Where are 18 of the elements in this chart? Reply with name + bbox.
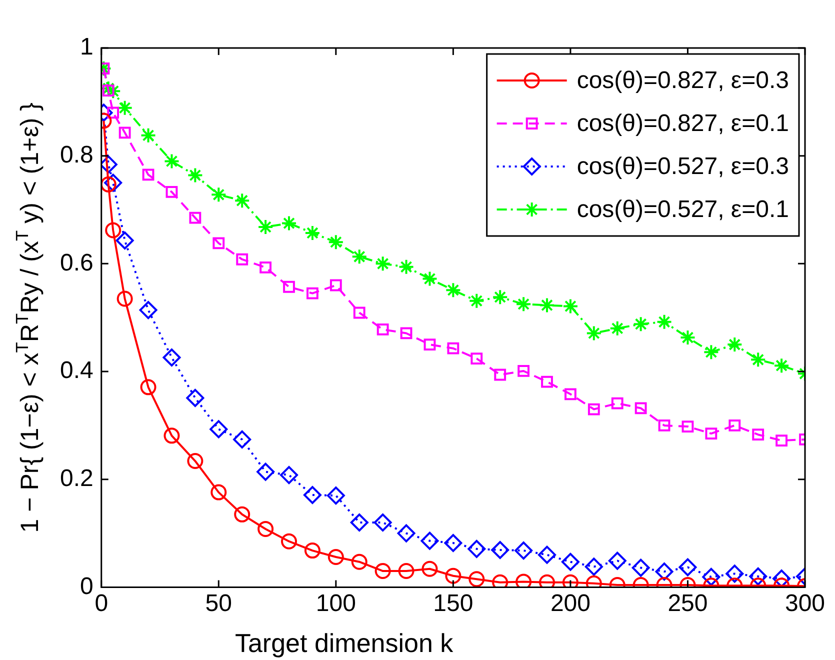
- legend-label: cos(θ)=0.827, ε=0.3: [576, 67, 790, 94]
- x-tick-label: 250: [668, 590, 708, 618]
- legend-label: cos(θ)=0.527, ε=0.1: [576, 196, 790, 224]
- y-tick-label: 0: [80, 572, 94, 600]
- legend-label: cos(θ)=0.527, ε=0.3: [576, 153, 790, 180]
- x-tick-label: 150: [433, 590, 474, 618]
- x-axis-title: Target dimension k: [234, 628, 454, 658]
- y-tick-label: 1: [80, 34, 94, 61]
- legend-label: cos(θ)=0.827, ε=0.1: [576, 110, 790, 138]
- y-tick-label: 0.2: [60, 464, 94, 492]
- x-tick-label: 200: [550, 590, 590, 618]
- x-tick-label: 300: [784, 590, 826, 618]
- y-axis-title: 1 − Pr{ (1−ε) < xTRTRy / (xT y) < (1+ε) }: [12, 102, 44, 533]
- x-tick-label: 50: [205, 590, 232, 618]
- y-tick-label: 0.6: [60, 249, 94, 276]
- x-tick-label: 100: [316, 590, 356, 618]
- y-tick-label: 0.4: [60, 357, 94, 384]
- y-tick-label: 0.8: [60, 141, 94, 168]
